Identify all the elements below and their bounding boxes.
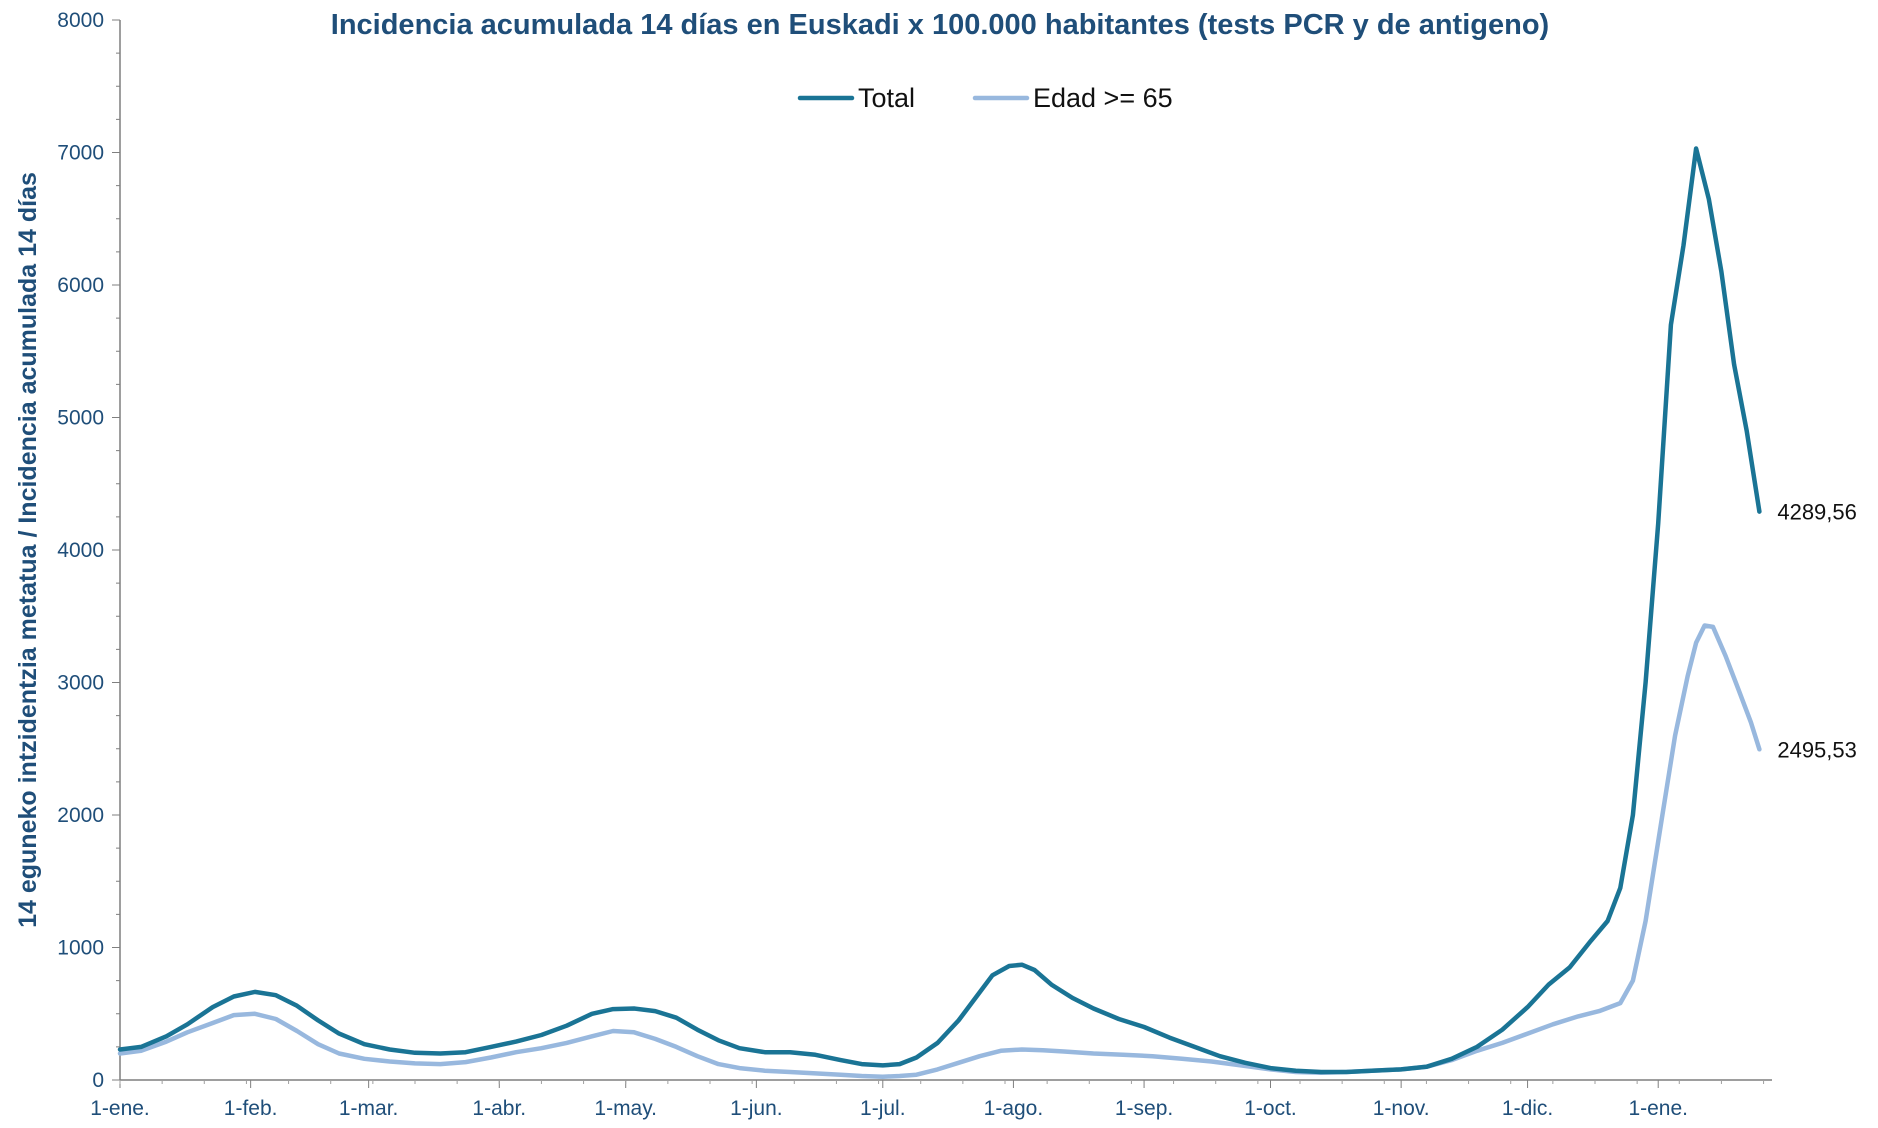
x-tick-label: 1-sep.: [1115, 1097, 1173, 1120]
legend-label-total: Total: [858, 83, 915, 113]
x-tick-label: 1-ago.: [984, 1097, 1044, 1120]
series-line-edad-65: [117, 623, 1762, 1079]
legend: Total Edad >= 65: [797, 83, 1173, 113]
x-tick-label: 1-may.: [594, 1097, 657, 1120]
y-tick-label: 7000: [57, 142, 104, 165]
y-tick-label: 6000: [57, 274, 104, 297]
y-tick-label: 3000: [57, 672, 104, 695]
y-tick-label: 4000: [57, 539, 104, 562]
y-tick-label: 8000: [57, 9, 104, 32]
x-tick-label: 1-feb.: [224, 1097, 278, 1120]
y-tick-label: 5000: [57, 407, 104, 430]
x-tick-label: 1-ene.: [1628, 1097, 1688, 1120]
chart-title: Incidencia acumulada 14 días en Euskadi …: [331, 9, 1549, 41]
x-tick-label: 1-dic.: [1502, 1097, 1553, 1120]
end-value-label-edad-65: 2495,53: [1777, 737, 1857, 762]
x-tick-label: 1-oct.: [1244, 1097, 1297, 1120]
legend-label-edad-65: Edad >= 65: [1033, 83, 1173, 113]
plot-area: 2495,53 4289,56: [117, 146, 1857, 1079]
x-tick-label: 1-abr.: [472, 1097, 526, 1120]
x-tick-label: 1-mar.: [339, 1097, 399, 1120]
x-tick-label: 1-jul.: [860, 1097, 906, 1120]
x-tick-label: 1-ene.: [90, 1097, 150, 1120]
y-tick-label: 2000: [57, 804, 104, 827]
y-axis-label: 14 eguneko intzidentzia metatua / Incide…: [14, 172, 42, 928]
y-tick-label: 0: [92, 1069, 104, 1092]
x-tick-label: 1-jun.: [730, 1097, 783, 1120]
y-tick-label: 1000: [57, 937, 104, 960]
end-value-label-total: 4289,56: [1777, 500, 1857, 525]
series-line-total: [117, 146, 1762, 1075]
axes: 0 1000 2000 3000 4000 5000 6000 7000 8000 1-ene. 1…: [57, 9, 1772, 1120]
x-tick-label: 1-nov.: [1373, 1097, 1430, 1120]
